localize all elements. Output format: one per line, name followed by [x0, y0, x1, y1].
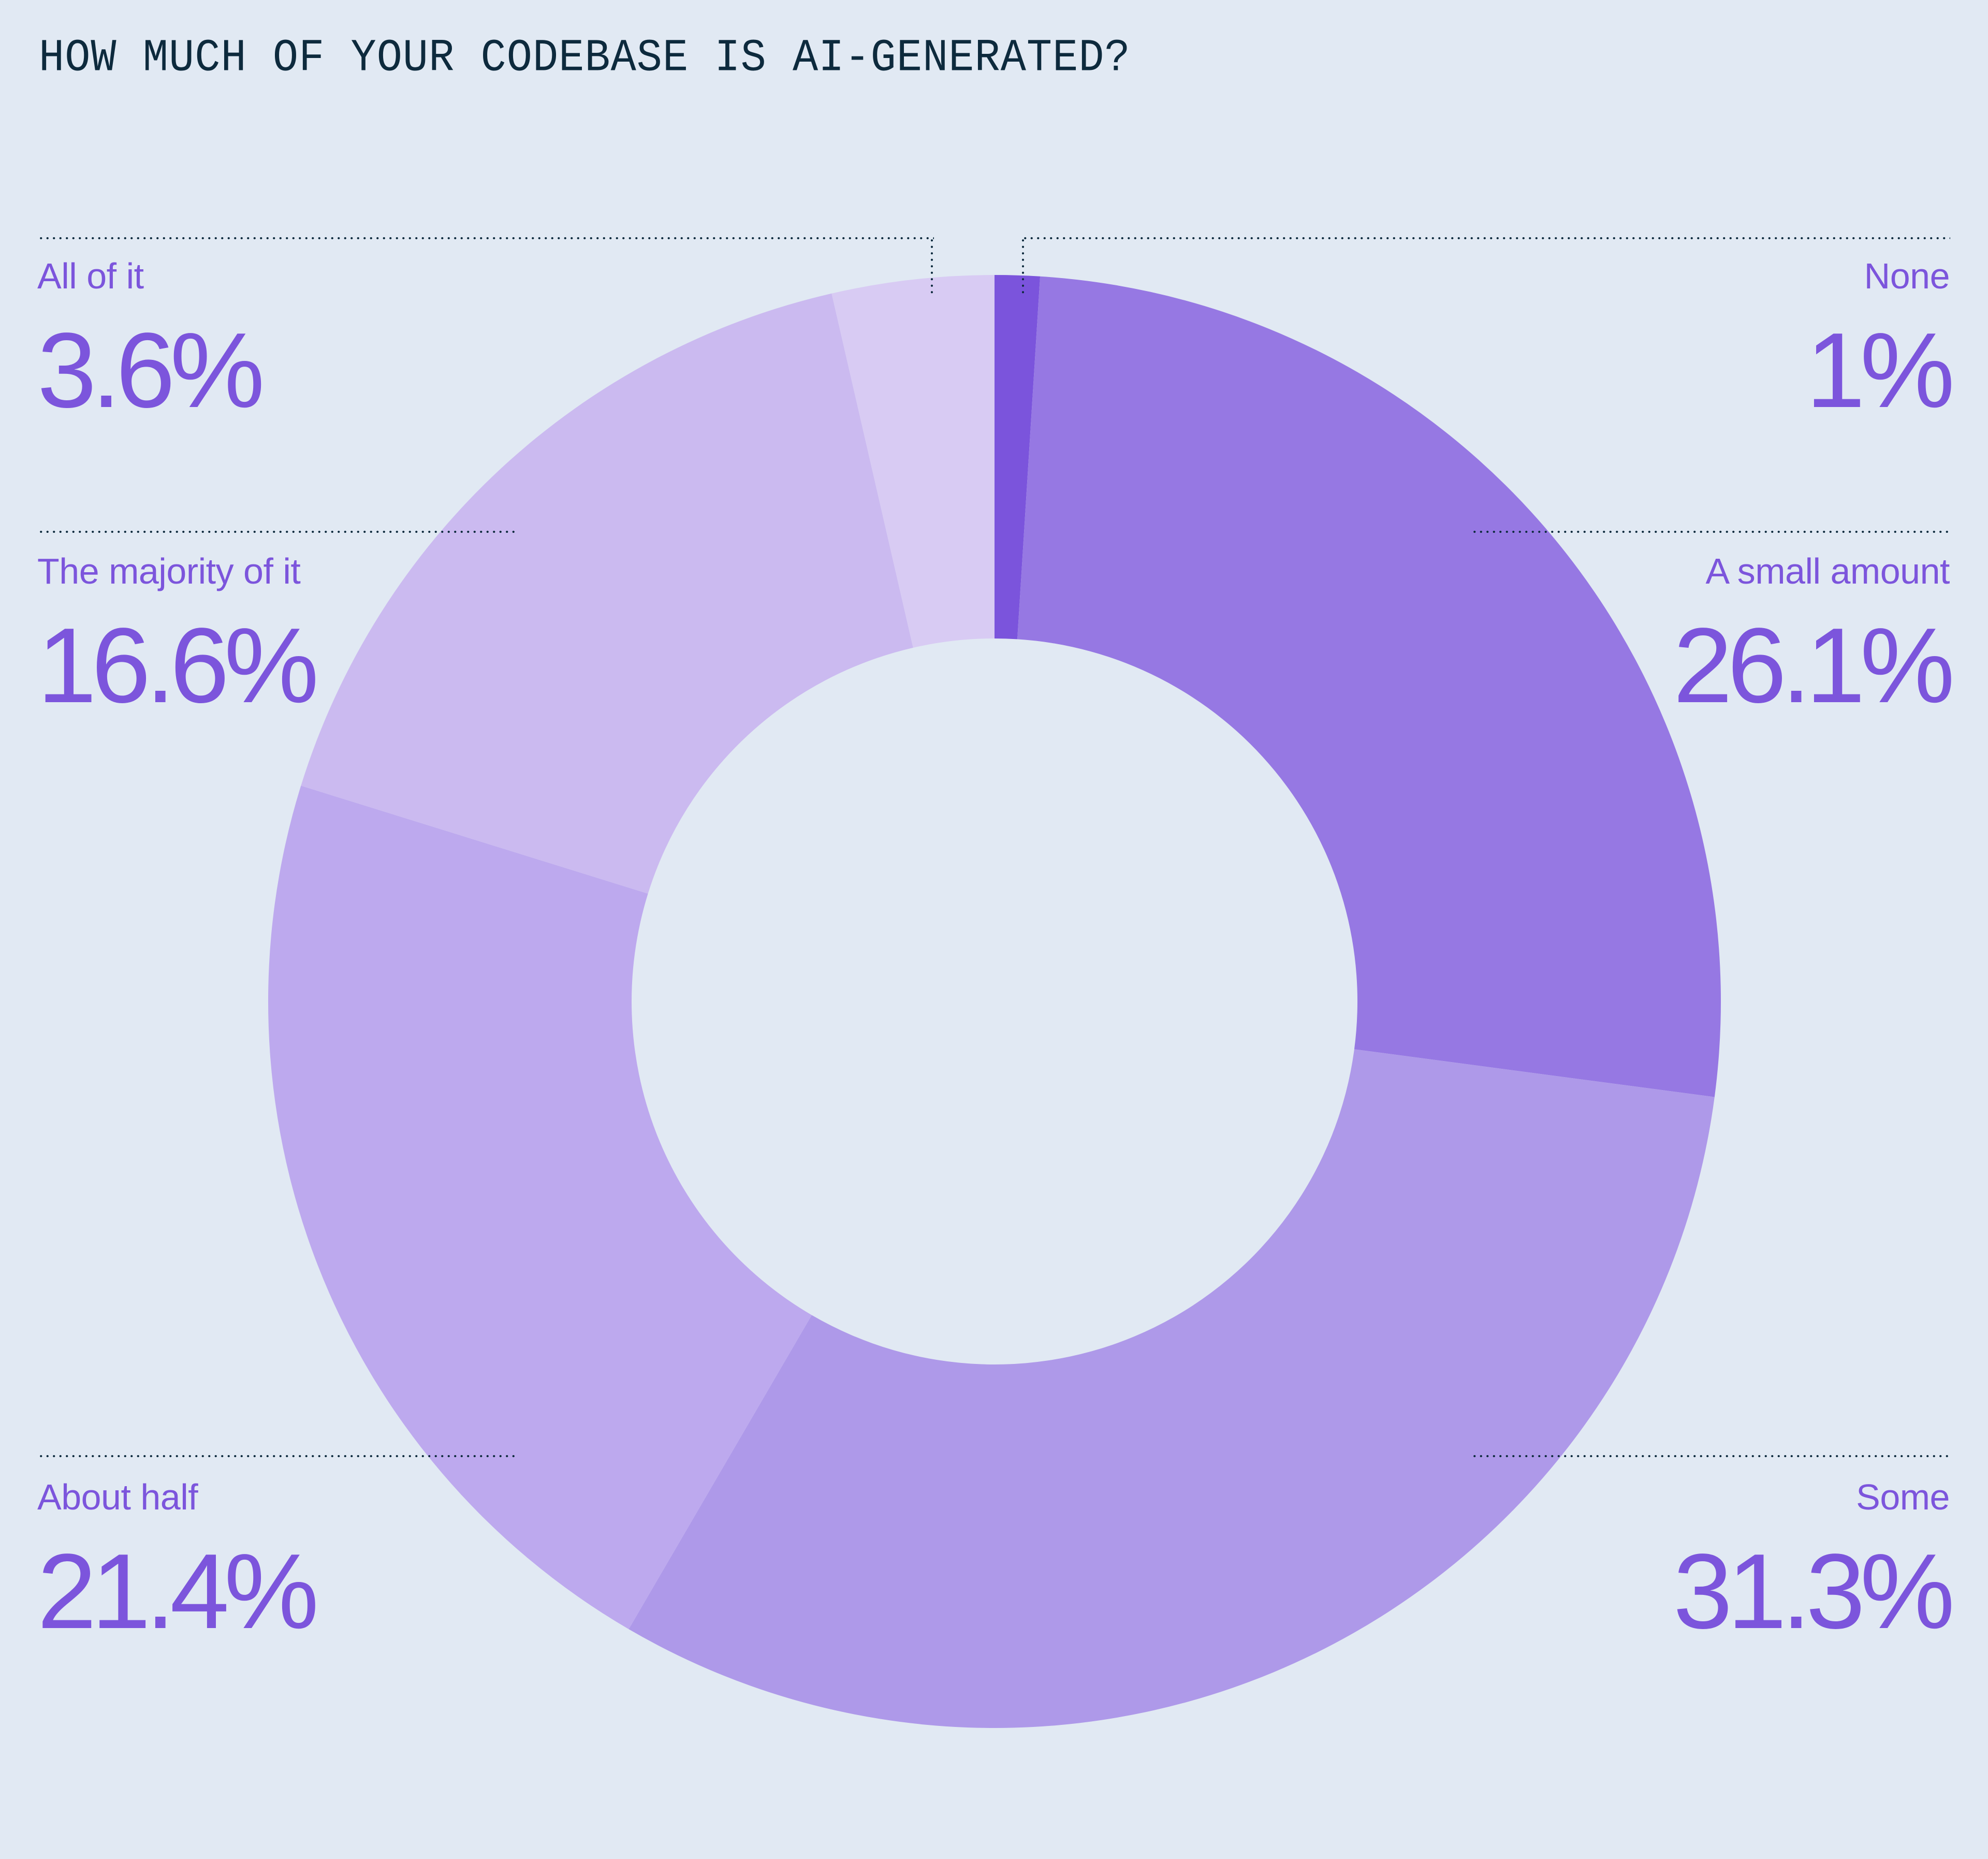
leader-line-majority — [38, 531, 518, 533]
label-name: The majority of it — [37, 551, 301, 591]
leader-line-none-drop — [1022, 237, 1024, 297]
leader-line-all-of-it — [38, 237, 934, 239]
label-name: None — [1864, 256, 1950, 296]
label-percentage: 31.3% — [1673, 1532, 1955, 1651]
leader-line-all-of-it-drop — [931, 237, 933, 297]
label-percentage: 1% — [1806, 311, 1955, 430]
donut-slice-all-of-it — [831, 275, 995, 648]
label-percentage: 26.1% — [1673, 606, 1955, 725]
chart-title: HOW MUCH OF YOUR CODEBASE IS AI-GENERATE… — [39, 32, 1131, 84]
label-some: Some 31.3% — [1673, 1477, 1955, 1651]
leader-line-small-amount — [1471, 531, 1950, 533]
label-none: None 1% — [1806, 256, 1955, 430]
donut-slice-the-majority-of-it — [301, 293, 913, 894]
label-name: About half — [37, 1477, 198, 1517]
label-name: A small amount — [1705, 551, 1950, 591]
label-about-half: About half 21.4% — [37, 1477, 319, 1651]
label-all-of-it: All of it 3.6% — [37, 256, 265, 430]
leader-line-none — [1022, 237, 1950, 239]
label-name: Some — [1856, 1477, 1950, 1517]
leader-line-some — [1471, 1455, 1950, 1457]
label-majority: The majority of it 16.6% — [37, 551, 319, 725]
label-small-amount: A small amount 26.1% — [1673, 551, 1955, 725]
donut-slice-a-small-amount — [1017, 276, 1721, 1097]
donut-slice-some — [628, 1049, 1715, 1728]
label-percentage: 16.6% — [37, 606, 319, 725]
donut-slice-none — [995, 275, 1041, 640]
label-name: All of it — [37, 256, 144, 296]
label-percentage: 3.6% — [37, 311, 265, 430]
donut-slice-about-half — [268, 786, 812, 1630]
label-percentage: 21.4% — [37, 1532, 319, 1651]
leader-line-about-half — [38, 1455, 518, 1457]
